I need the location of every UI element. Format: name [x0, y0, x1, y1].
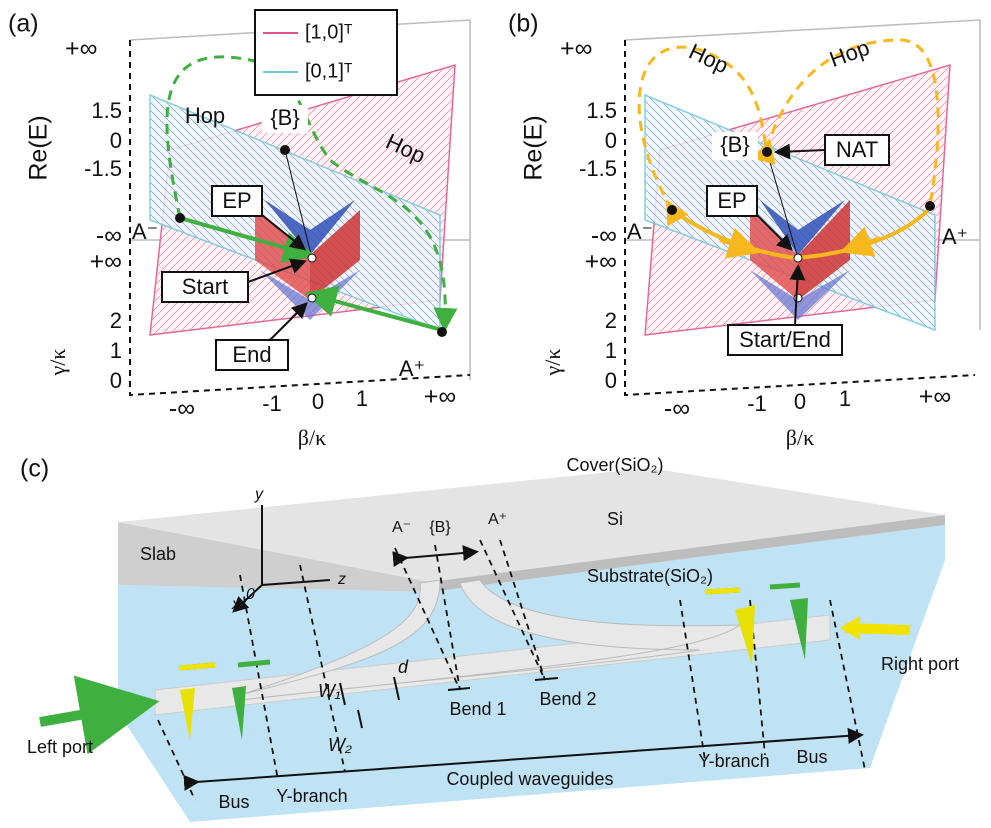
section-label: Coupled waveguides [446, 769, 613, 789]
annotation: Start [182, 274, 228, 299]
bend-label: Bend 1 [449, 699, 506, 719]
legend-label: [1,0]ᵀ [305, 21, 353, 43]
annotation: Start/End [739, 327, 831, 352]
tick: 0 [312, 389, 324, 414]
point-label: {B} [429, 519, 451, 536]
annotation: A⁺ [399, 356, 425, 381]
annotation: NAT [836, 137, 878, 162]
tick: +∞ [560, 35, 592, 63]
layer-label: Si [607, 509, 623, 529]
panel-label: (b) [508, 10, 539, 38]
annotation: A⁻ [627, 219, 653, 244]
panel-label: (c) [20, 455, 49, 483]
tick: -∞ [664, 395, 690, 423]
port-label: Right port [881, 654, 959, 674]
tick: 0 [110, 128, 122, 153]
axis-label: x [231, 596, 241, 613]
point-label: A⁻ [392, 519, 411, 536]
section-label: Y-branch [276, 786, 347, 806]
section-label: Y-branch [698, 751, 769, 771]
tick: 1 [110, 338, 122, 363]
port-arrow [40, 708, 120, 722]
tick: 0 [605, 368, 617, 393]
tick: 2 [605, 308, 617, 333]
tick: 2 [110, 308, 122, 333]
dimension-label: d [398, 657, 409, 677]
annotation: Hop [826, 35, 872, 72]
point [308, 294, 316, 302]
tick: -1 [262, 391, 282, 416]
point [437, 327, 447, 337]
point [794, 254, 802, 262]
annotation: Hop [185, 103, 225, 128]
annotation: A⁻ [132, 219, 158, 244]
tick: 1 [605, 338, 617, 363]
tick: -∞ [591, 222, 617, 250]
annotation: {B} [270, 105, 299, 130]
annotation: A⁺ [942, 224, 968, 249]
annotation: Hop [685, 39, 732, 79]
dimension-label: W₂ [328, 735, 352, 755]
tick: 1.5 [91, 98, 122, 123]
tick: 1.5 [586, 98, 617, 123]
axis-label: z [337, 571, 346, 588]
point [280, 145, 290, 155]
tick: -∞ [169, 395, 195, 423]
point [794, 294, 802, 302]
panel-a: [1,0]ᵀ [0,1]ᵀ (a) +∞ Re(E) 1.5 0 -1.5 -∞… [8, 10, 470, 450]
tick: 1 [356, 386, 368, 411]
panel-c: (c) Cover(SiO₂) Si Slab Substrate(SiO₂) … [20, 455, 959, 822]
tick: 0 [110, 368, 122, 393]
layer-label: Slab [140, 544, 176, 564]
point [175, 213, 185, 223]
axis-label: y [254, 486, 264, 503]
annotation: End [232, 342, 271, 367]
panel-label: (a) [8, 10, 39, 38]
legend-label: [0,1]ᵀ [305, 60, 353, 82]
point [308, 254, 316, 262]
layer-label: Cover(SiO₂) [567, 455, 664, 475]
axis-label: β/κ [298, 425, 326, 450]
bend-label: Bend 2 [539, 689, 596, 709]
section-label: Bus [218, 792, 249, 812]
port-label: Left port [27, 737, 93, 757]
tick: +∞ [90, 248, 122, 276]
tick: +∞ [585, 248, 617, 276]
section-label: Bus [796, 747, 827, 767]
figure: [1,0]ᵀ [0,1]ᵀ (a) +∞ Re(E) 1.5 0 -1.5 -∞… [0, 0, 991, 823]
annotation: {B} [720, 132, 749, 157]
point [925, 201, 935, 211]
tick: +∞ [919, 383, 951, 411]
tick: 1 [839, 386, 851, 411]
layer-label: Substrate(SiO₂) [587, 566, 713, 586]
axis-label: γ/κ [540, 349, 565, 377]
tick: -∞ [96, 222, 122, 250]
tick: -1.5 [579, 156, 617, 181]
point-label: A⁺ [488, 511, 507, 528]
tick: +∞ [65, 35, 97, 63]
annotation: EP [222, 188, 251, 213]
tick: +∞ [424, 383, 456, 411]
tick: -1.5 [84, 156, 122, 181]
axis-label: 0 [246, 586, 255, 603]
annotation: EP [717, 188, 746, 213]
point [762, 147, 772, 157]
axis-label: β/κ [786, 425, 814, 450]
axis-label: γ/κ [45, 349, 70, 377]
panel-b: (b) +∞ Re(E) 1.5 0 -1.5 -∞ +∞ γ/κ 2 1 0 … [508, 10, 980, 450]
tick: -1 [747, 391, 767, 416]
dimension-label: W₁ [318, 681, 341, 701]
axis-label: Re(E) [520, 115, 548, 180]
axis-label: Re(E) [25, 115, 53, 180]
point [667, 205, 677, 215]
tick: 0 [605, 128, 617, 153]
tick: 0 [794, 389, 806, 414]
